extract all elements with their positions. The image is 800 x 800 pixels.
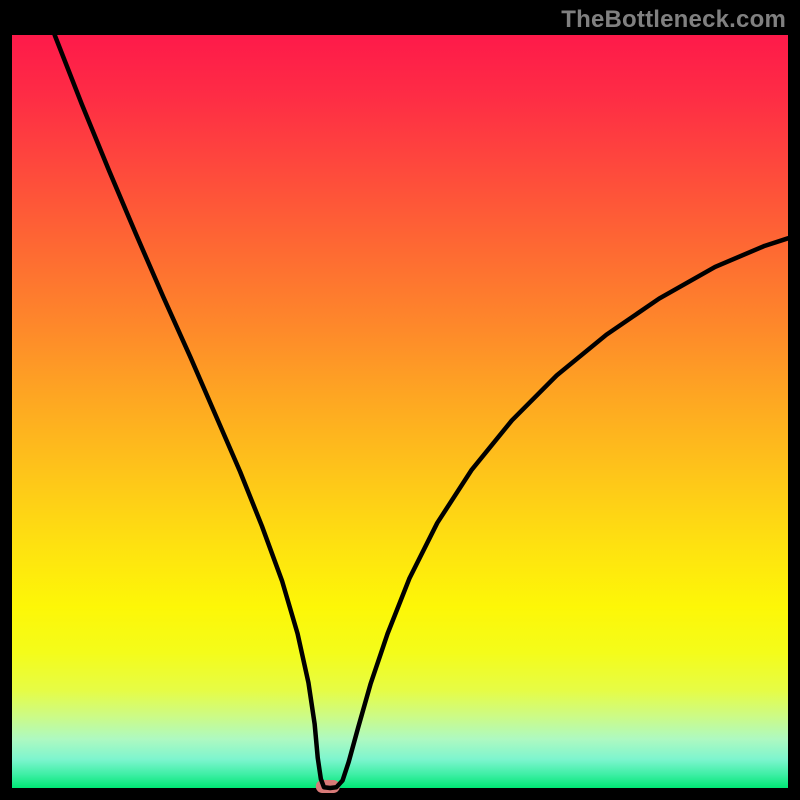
watermark-text: TheBottleneck.com (561, 6, 786, 34)
plot-gradient-background (12, 35, 788, 788)
chart-container: TheBottleneck.com (0, 0, 800, 800)
bottleneck-chart-svg (0, 0, 800, 800)
